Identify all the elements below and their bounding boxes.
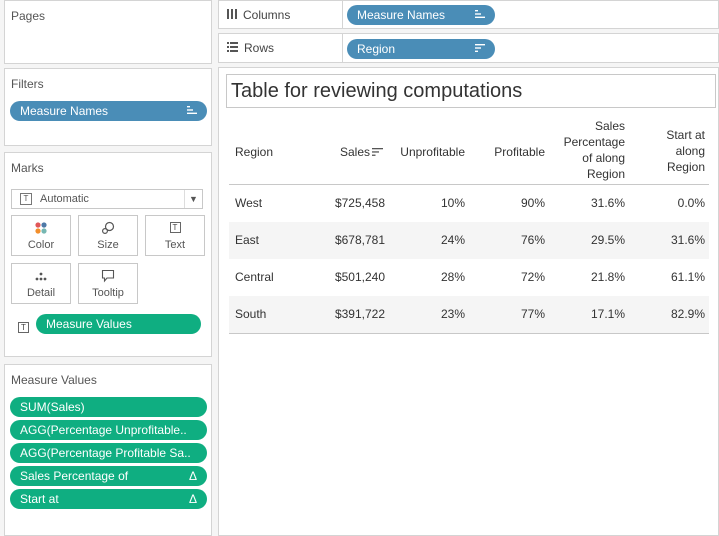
marks-field-measure-values[interactable]: Measure Values [36,314,201,334]
filters-title: Filters [11,77,44,91]
cell-sales-percentage[interactable]: 29.5% [590,233,625,247]
filter-pill-measure-names[interactable]: Measure Names [10,101,207,121]
cell-region[interactable]: South [235,307,267,321]
text-icon: T [146,216,204,238]
table-row: South $391,722 23% 77% 17.1% 82.9% [229,296,709,333]
cell-sales[interactable]: $391,722 [334,307,385,321]
measure-values-title: Measure Values [11,373,97,387]
tooltip-button[interactable]: Tooltip [78,263,138,304]
detail-button-label: Detail [26,287,56,299]
chevron-down-icon[interactable]: ▼ [184,190,202,208]
cell-profitable[interactable]: 90% [520,196,545,210]
rows-label: Rows [244,41,275,55]
sort-icon [187,101,197,121]
measure-values-card: Measure Values SUM(Sales) AGG(Percentage… [4,364,212,536]
cell-unprofitable[interactable]: 23% [440,307,465,321]
tooltip-button-label: Tooltip [92,287,124,299]
tooltip-icon [79,264,137,286]
marks-title: Marks [11,161,44,175]
measure-pill-label: Start at [20,492,59,506]
delta-icon: Δ [188,492,197,506]
cell-sales-percentage[interactable]: 31.6% [590,196,625,210]
pages-card: Pages [4,0,212,64]
cell-unprofitable[interactable]: 10% [440,196,465,210]
text-button[interactable]: T Text [145,215,205,256]
rows-shelf: Rows Region [218,33,719,63]
measure-pill-sales-percentage[interactable]: Sales Percentage of Δ [10,466,207,486]
measure-pill-label: AGG(Percentage Profitable Sa.. [20,446,191,460]
cell-start-at[interactable]: 82.9% [670,307,705,321]
cell-sales[interactable]: $678,781 [334,233,385,247]
cell-region[interactable]: West [235,196,263,210]
cell-sales-percentage[interactable]: 17.1% [590,307,625,321]
marks-card: Marks T Automatic ▼ Color Size T Text De… [4,152,212,357]
cell-profitable[interactable]: 72% [520,270,545,284]
filter-pill-label: Measure Names [20,104,109,118]
header-unprofitable[interactable]: Unprofitable [400,145,465,159]
size-icon [79,216,137,238]
rows-icon [227,41,238,55]
mark-type-dropdown[interactable]: T Automatic ▼ [11,189,203,209]
columns-icon [227,8,237,22]
size-button[interactable]: Size [78,215,138,256]
header-sales-percentage[interactable]: Sales Percentage of along Region [563,119,625,181]
color-button[interactable]: Color [11,215,71,256]
table-row: Central $501,240 28% 72% 21.8% 61.1% [229,259,709,296]
marks-field-label: Measure Values [46,317,132,331]
pages-title: Pages [11,9,46,23]
measure-pill-label: Sales Percentage of [20,469,129,483]
table-bottom-border [229,333,709,334]
cell-region[interactable]: East [235,233,260,247]
cell-sales[interactable]: $501,240 [334,270,385,284]
columns-label: Columns [243,7,291,22]
header-divider [229,184,709,185]
measure-pill-label: SUM(Sales) [20,400,85,414]
view-area: Table for reviewing computations Region … [218,67,719,536]
measure-pill-label: AGG(Percentage Unprofitable.. [20,423,187,437]
rows-pill-region[interactable]: Region [347,39,495,59]
detail-dots-icon [12,264,70,286]
measure-pill-sum-sales[interactable]: SUM(Sales) [10,397,207,417]
cell-unprofitable[interactable]: 24% [440,233,465,247]
measure-pill-pct-profitable[interactable]: AGG(Percentage Profitable Sa.. [10,443,207,463]
header-sales[interactable]: Sales [319,144,383,161]
columns-shelf: Columns Measure Names [218,0,719,29]
cell-start-at[interactable]: 0.0% [677,196,705,210]
sort-descending-icon[interactable] [372,145,383,161]
header-region[interactable]: Region [235,145,274,159]
table-row: East $678,781 24% 76% 29.5% 31.6% [229,222,709,259]
cell-unprofitable[interactable]: 28% [440,270,465,284]
delta-icon: Δ [188,469,197,483]
cell-profitable[interactable]: 76% [520,233,545,247]
sort-icon [475,5,485,25]
columns-pill-label: Measure Names [357,8,446,22]
measure-pill-start-at[interactable]: Start at Δ [10,489,207,509]
filters-card: Filters Measure Names [4,68,212,146]
text-mark-icon: T [20,193,32,205]
columns-pill-measure-names[interactable]: Measure Names [347,5,495,25]
detail-button[interactable]: Detail [11,263,71,304]
cell-sales-percentage[interactable]: 21.8% [590,270,625,284]
rows-pill-label: Region [357,42,396,56]
header-profitable[interactable]: Profitable [494,145,545,159]
cell-sales[interactable]: $725,458 [334,196,385,210]
cell-profitable[interactable]: 77% [520,307,545,321]
measure-pill-pct-unprofitable[interactable]: AGG(Percentage Unprofitable.. [10,420,207,440]
text-icon: T [18,319,29,333]
sort-descending-icon [475,39,485,59]
table-row: West $725,458 10% 90% 31.6% 0.0% [229,185,709,222]
size-button-label: Size [97,239,119,251]
shelf-divider [342,34,343,62]
mark-type-value: Automatic [40,193,89,205]
view-title[interactable]: Table for reviewing computations [226,74,716,108]
cell-start-at[interactable]: 31.6% [670,233,705,247]
cell-start-at[interactable]: 61.1% [670,270,705,284]
cell-region[interactable]: Central [235,270,274,284]
shelf-divider [342,1,343,28]
text-button-label: Text [164,239,186,251]
color-button-label: Color [27,239,55,251]
header-start-at[interactable]: Start at along Region [666,128,705,174]
color-dots-icon [12,216,70,238]
